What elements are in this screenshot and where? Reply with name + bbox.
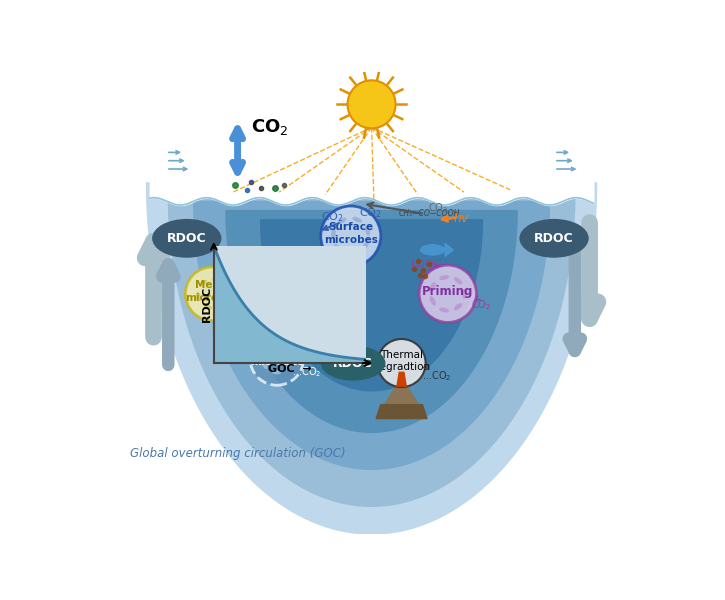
Text: CO$_2$: CO$_2$ xyxy=(360,206,382,220)
Ellipse shape xyxy=(272,370,281,374)
Ellipse shape xyxy=(347,251,357,256)
Ellipse shape xyxy=(462,289,467,299)
Circle shape xyxy=(186,267,239,320)
Text: Global overturning circulation (GOC): Global overturning circulation (GOC) xyxy=(130,446,345,460)
Ellipse shape xyxy=(430,296,436,305)
Ellipse shape xyxy=(519,219,589,258)
Polygon shape xyxy=(146,183,597,534)
Text: CO$_2$: CO$_2$ xyxy=(321,211,344,224)
Ellipse shape xyxy=(242,264,261,278)
Ellipse shape xyxy=(223,286,228,296)
Text: CO$_2$: CO$_2$ xyxy=(471,298,491,312)
Polygon shape xyxy=(397,372,406,386)
Y-axis label: RDOC: RDOC xyxy=(202,287,212,322)
Text: Surface
microbes: Surface microbes xyxy=(324,223,378,245)
Text: Priming: Priming xyxy=(422,285,473,298)
Text: LDOC: LDOC xyxy=(410,259,442,269)
Text: CO$_2$: CO$_2$ xyxy=(252,118,289,137)
Ellipse shape xyxy=(196,292,201,301)
Polygon shape xyxy=(445,244,453,256)
Ellipse shape xyxy=(454,277,463,284)
Ellipse shape xyxy=(362,241,369,250)
Text: ...CO$_2$: ...CO$_2$ xyxy=(292,365,322,379)
Circle shape xyxy=(419,265,476,322)
Ellipse shape xyxy=(218,301,225,308)
Text: Meso-
microbes: Meso- microbes xyxy=(185,280,239,302)
Ellipse shape xyxy=(320,346,386,380)
Ellipse shape xyxy=(420,244,445,256)
Polygon shape xyxy=(168,192,575,506)
Polygon shape xyxy=(226,211,517,433)
Ellipse shape xyxy=(334,244,341,252)
Polygon shape xyxy=(376,386,427,419)
Circle shape xyxy=(378,339,426,387)
Circle shape xyxy=(347,80,396,128)
Ellipse shape xyxy=(212,278,221,283)
Text: $hv$: $hv$ xyxy=(453,211,471,224)
Ellipse shape xyxy=(286,362,291,370)
Circle shape xyxy=(250,332,304,385)
Text: Deep
microbes: Deep microbes xyxy=(250,345,304,367)
Ellipse shape xyxy=(331,229,336,238)
Text: RDOC: RDOC xyxy=(534,232,574,245)
Ellipse shape xyxy=(262,361,268,369)
Text: RDOC: RDOC xyxy=(334,356,373,370)
Ellipse shape xyxy=(203,304,212,310)
Ellipse shape xyxy=(152,219,221,258)
Ellipse shape xyxy=(199,280,207,287)
Ellipse shape xyxy=(337,218,347,224)
Polygon shape xyxy=(376,404,427,419)
Ellipse shape xyxy=(439,275,449,280)
Ellipse shape xyxy=(286,347,292,356)
Ellipse shape xyxy=(273,343,282,347)
Polygon shape xyxy=(261,220,482,391)
Polygon shape xyxy=(194,202,550,469)
X-axis label: GOC  →: GOC → xyxy=(268,364,312,374)
Text: CH₃−CO−COOH: CH₃−CO−COOH xyxy=(399,209,460,218)
Text: CO$_2$: CO$_2$ xyxy=(211,322,232,336)
Ellipse shape xyxy=(262,347,268,355)
Ellipse shape xyxy=(365,226,370,236)
Ellipse shape xyxy=(439,307,449,313)
Text: CO$_2$: CO$_2$ xyxy=(428,202,449,215)
Ellipse shape xyxy=(454,303,463,310)
Text: Thermal
degradtion: Thermal degradtion xyxy=(373,350,430,372)
Text: ...CO$_2$: ...CO$_2$ xyxy=(421,369,451,383)
Ellipse shape xyxy=(430,282,436,291)
Text: RDOC: RDOC xyxy=(167,232,207,245)
Circle shape xyxy=(320,206,381,266)
Ellipse shape xyxy=(352,217,362,223)
